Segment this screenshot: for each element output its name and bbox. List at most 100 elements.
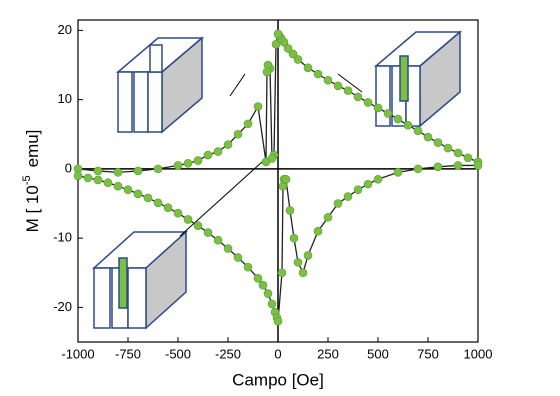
data-point	[393, 114, 403, 124]
data-point	[153, 164, 163, 174]
data-point	[173, 208, 183, 218]
data-point	[443, 143, 453, 153]
data-point	[293, 258, 303, 267]
data-point	[343, 192, 353, 201]
data-point	[243, 119, 253, 129]
data-point	[223, 140, 233, 149]
data-point	[213, 147, 223, 156]
y-label-start: M [ 10	[23, 185, 42, 232]
data-point	[433, 162, 443, 172]
data-point	[273, 316, 283, 326]
inset-top-right	[373, 30, 463, 128]
x-tick-label: 250	[317, 346, 339, 361]
data-point	[258, 280, 268, 290]
data-point	[277, 268, 287, 278]
y-tick-label: 0	[65, 160, 72, 175]
data-point	[123, 185, 133, 194]
data-point	[373, 174, 383, 184]
data-point	[243, 262, 253, 272]
x-tick-label: -500	[165, 346, 191, 361]
data-point	[298, 268, 308, 278]
data-point	[288, 49, 298, 59]
data-point	[281, 174, 291, 184]
data-point	[193, 156, 203, 165]
data-point	[113, 181, 123, 191]
data-point	[253, 102, 263, 111]
data-point	[233, 129, 243, 139]
data-point	[223, 244, 233, 253]
data-point	[113, 168, 123, 177]
data-point	[173, 161, 183, 170]
data-point	[403, 120, 413, 130]
data-point	[343, 86, 353, 95]
x-tick-label: 500	[367, 346, 389, 361]
y-tick-label: -20	[53, 299, 72, 314]
data-point	[413, 126, 423, 136]
data-point	[133, 189, 143, 199]
data-point	[93, 175, 103, 185]
y-label-end: emu]	[23, 130, 42, 168]
data-point	[203, 150, 213, 160]
data-point	[303, 63, 313, 73]
data-point	[262, 67, 272, 77]
data-point	[393, 168, 403, 177]
data-point	[313, 226, 323, 236]
data-point	[293, 55, 303, 64]
data-point	[213, 235, 223, 245]
data-point	[323, 213, 333, 222]
data-point	[473, 161, 483, 170]
data-point	[453, 148, 463, 158]
data-point	[263, 289, 273, 298]
data-point	[413, 164, 423, 174]
y-axis-label: M [ 10-5 emu]	[21, 130, 43, 233]
data-point	[353, 92, 363, 102]
data-point	[103, 178, 113, 188]
data-point	[133, 166, 143, 176]
data-point	[193, 221, 203, 230]
data-point	[233, 253, 243, 262]
data-point	[163, 203, 173, 212]
data-point	[261, 157, 271, 167]
data-point	[423, 132, 433, 142]
x-tick-label: -250	[215, 346, 241, 361]
y-tick-label: 10	[58, 91, 72, 106]
y-tick-label: -10	[53, 230, 72, 245]
data-point	[363, 98, 373, 107]
x-axis-label: Campo [Oe]	[232, 370, 324, 389]
data-point	[267, 299, 277, 309]
x-tick-label: -750	[115, 346, 141, 361]
data-point	[383, 109, 393, 118]
data-point	[143, 193, 153, 203]
data-point	[373, 103, 383, 113]
inset-bottom-left	[92, 230, 188, 330]
data-point	[183, 215, 193, 224]
data-point	[273, 29, 283, 39]
data-point	[283, 44, 293, 53]
data-point	[303, 251, 313, 260]
x-tick-label: 750	[417, 346, 439, 361]
data-point	[73, 171, 83, 181]
x-tick-label: 1000	[464, 346, 493, 361]
x-tick-label: -1000	[61, 346, 94, 361]
x-tick-label: 0	[274, 346, 281, 361]
data-point	[271, 39, 281, 49]
data-point	[93, 166, 103, 176]
data-point	[289, 233, 299, 243]
data-point	[323, 75, 333, 85]
data-point	[203, 228, 213, 237]
data-point	[453, 161, 463, 170]
data-point	[433, 138, 443, 147]
data-point	[285, 206, 295, 215]
data-point	[313, 69, 323, 79]
y-tick-label: 20	[58, 22, 72, 37]
data-point	[333, 81, 343, 91]
data-point	[363, 179, 373, 189]
data-point	[153, 198, 163, 208]
data-point	[463, 153, 473, 163]
data-point	[253, 273, 263, 283]
inset-top-left	[115, 36, 205, 134]
data-point	[83, 173, 93, 183]
data-point	[183, 159, 193, 168]
y-label-sup: -5	[21, 175, 33, 185]
